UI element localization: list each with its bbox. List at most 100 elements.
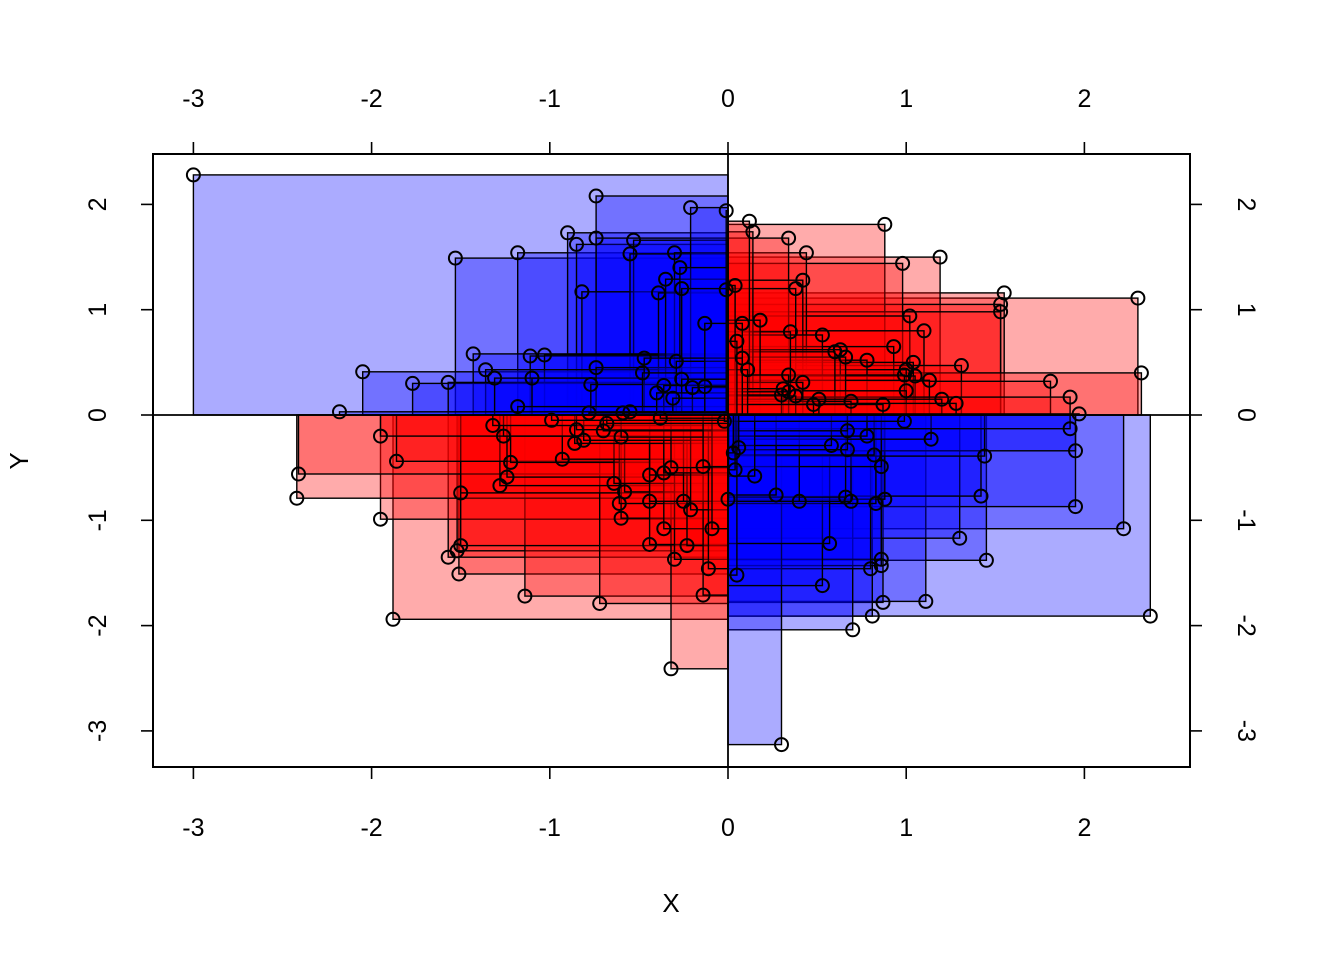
data-point	[615, 405, 631, 421]
x-tick-label-bottom: -2	[360, 814, 382, 842]
x-tick-label-bottom: -3	[182, 814, 204, 842]
y-tick-label-right: -1	[1232, 509, 1260, 531]
data-point	[729, 333, 745, 349]
data-point	[667, 551, 682, 567]
data-point	[877, 216, 893, 232]
data-point	[588, 188, 604, 204]
x-tick-label-bottom: -1	[539, 814, 561, 842]
data-point	[747, 468, 763, 484]
y-tick-label-right: -2	[1232, 614, 1260, 636]
data-point	[907, 368, 923, 384]
x-tick-label-bottom: 2	[1077, 814, 1091, 842]
data-point	[953, 358, 969, 373]
data-point	[1043, 373, 1058, 389]
data-point	[895, 255, 911, 271]
data-point	[873, 459, 889, 475]
data-point	[734, 315, 750, 331]
data-point	[902, 308, 918, 324]
data-point	[185, 167, 201, 183]
data-point	[875, 397, 891, 412]
data-point	[560, 225, 576, 241]
data-point	[595, 423, 611, 439]
data-point	[948, 395, 964, 411]
data-rect	[727, 414, 883, 468]
data-point	[727, 462, 743, 478]
x-tick-label-top: -1	[539, 85, 561, 113]
axes: -3 -3 -2 -2 -1 -1 0 0 1 1 2 2 -3 -3 -2 -2 -1 -1 0 0 1 1 2 2	[84, 85, 1260, 842]
x-tick-label-top: -3	[182, 85, 204, 113]
data-point	[704, 521, 720, 537]
data-point	[447, 250, 463, 266]
data-point	[405, 375, 421, 391]
data-point	[588, 360, 604, 376]
data-point	[916, 323, 932, 339]
data-point	[993, 304, 1009, 320]
data-point	[1068, 499, 1083, 515]
data-point	[1133, 365, 1149, 381]
data-point	[697, 315, 713, 331]
data-point	[886, 339, 902, 355]
data-point	[522, 348, 538, 364]
data-point	[478, 362, 494, 378]
y-tick-label-right: 2	[1232, 197, 1260, 211]
data-point	[934, 391, 950, 407]
data-rect	[663, 384, 729, 416]
data-point	[932, 249, 948, 265]
data-point	[440, 549, 456, 565]
data-point	[843, 493, 859, 509]
data-point	[843, 393, 859, 409]
data-point	[978, 552, 994, 568]
data-point	[839, 442, 855, 458]
data-rect	[727, 340, 738, 416]
data-point	[718, 282, 734, 298]
data-point	[524, 370, 540, 386]
data-point	[291, 466, 306, 482]
y-tick-label-right: -3	[1232, 720, 1260, 742]
data-point	[798, 245, 814, 261]
data-point	[873, 558, 889, 574]
data-point	[554, 451, 570, 467]
data-point	[725, 445, 741, 461]
data-point	[642, 467, 658, 483]
data-point	[859, 352, 875, 368]
data-point	[389, 453, 404, 469]
data-rect	[727, 414, 883, 567]
data-point	[952, 530, 968, 546]
data-point	[873, 551, 889, 567]
data-point	[752, 312, 768, 328]
y-tick-label-left: -1	[84, 509, 112, 531]
data-rect	[623, 414, 729, 493]
data-point	[658, 271, 674, 287]
data-point	[788, 281, 804, 297]
x-tick-label-top: -2	[360, 85, 382, 113]
data-point	[567, 435, 583, 451]
data-point	[674, 281, 690, 297]
data-point	[496, 428, 511, 444]
data-point	[993, 296, 1009, 312]
data-point	[839, 423, 855, 439]
data-point	[718, 203, 734, 219]
data-point	[1130, 290, 1146, 306]
data-point	[373, 511, 388, 527]
data-point	[727, 278, 743, 293]
data-point	[781, 367, 797, 383]
data-point	[656, 521, 672, 537]
data-point	[700, 561, 716, 577]
y-tick-label-right: 1	[1232, 303, 1260, 317]
x-tick-label-top: 2	[1077, 85, 1091, 113]
data-rect	[454, 257, 729, 416]
data-point	[635, 365, 650, 381]
data-point	[1062, 421, 1078, 437]
data-point	[355, 364, 371, 380]
data-point	[503, 454, 519, 470]
points-layer	[185, 167, 1158, 753]
data-point	[626, 232, 642, 248]
data-point	[510, 399, 526, 415]
y-tick-label-right: 0	[1232, 408, 1260, 422]
data-point	[823, 438, 839, 453]
data-point	[576, 432, 592, 448]
x-tick-label-top: 1	[899, 85, 913, 113]
data-point	[845, 622, 861, 638]
data-point	[695, 459, 711, 475]
